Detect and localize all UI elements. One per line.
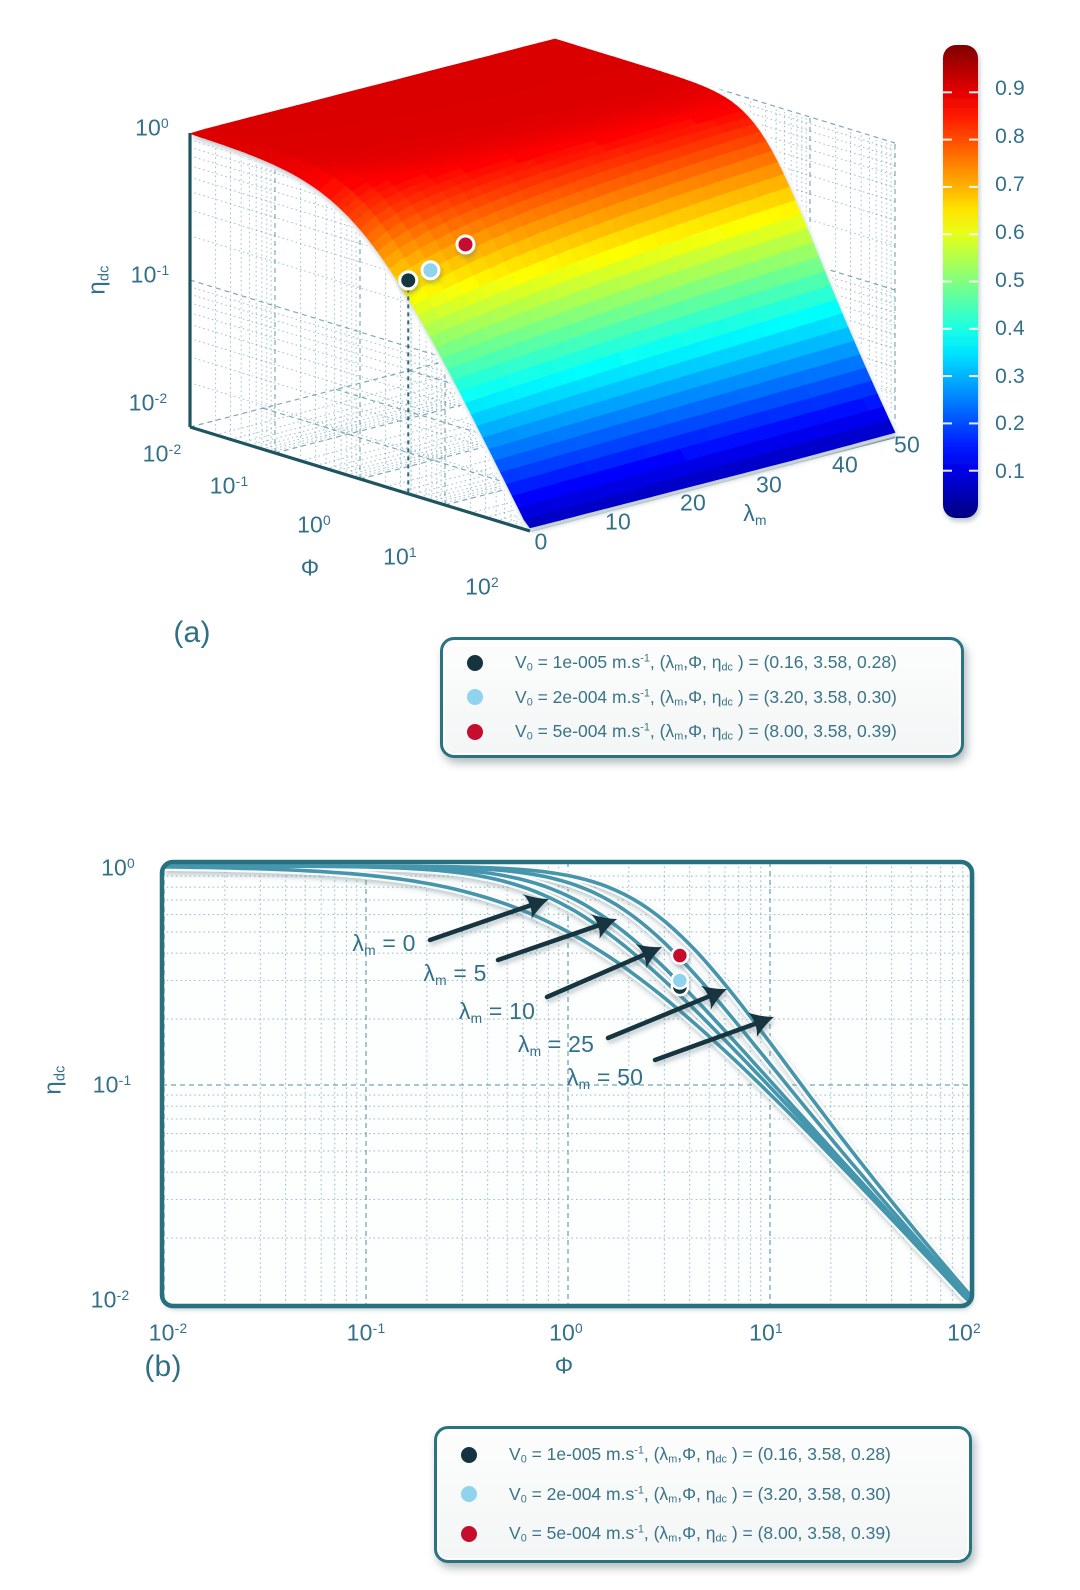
- a-lambda-tick-40: 40: [832, 451, 858, 478]
- legend-b-dot-red: [461, 1526, 477, 1543]
- plot3d-surface-panel: [185, 34, 900, 533]
- a-lambda-tick-0: 0: [534, 528, 548, 555]
- a-eta-tick-2: 10-1: [130, 261, 170, 288]
- arrowhead-icon: [700, 985, 727, 1010]
- b-x-tick-2: 10-1: [346, 1319, 386, 1346]
- b-annotation-lambda-50: λm = 50: [566, 1064, 644, 1092]
- legend-a-row-1: V0 = 1e-005 m.s-1, (λm,Φ, ηdc ) = (0.16,…: [467, 652, 961, 674]
- panel-b-label: (b): [144, 1350, 182, 1383]
- plot2d-curves: [164, 864, 970, 1304]
- curve-lambda-50: [164, 864, 970, 1299]
- colorbar-tick-06: 0.6: [995, 221, 1025, 244]
- b-y-tick-2: 10-1: [92, 1071, 132, 1098]
- colorbar-tick-02: 0.2: [995, 412, 1025, 435]
- a-eta-tick-3: 10-2: [128, 389, 168, 416]
- legend-a-dot-lightblue: [467, 689, 483, 706]
- legend-b-dot-lightblue: [461, 1486, 477, 1503]
- colorbar-tick-03: 0.3: [995, 365, 1025, 388]
- colorbar-tick-09: 0.9: [995, 77, 1025, 100]
- plot2d-marker-1: [670, 971, 690, 990]
- b-x-tick-4: 101: [749, 1319, 783, 1346]
- legend-b-text-1: V0 = 1e-005 m.s-1, (λm,Φ, ηdc ) = (0.16,…: [509, 1443, 891, 1466]
- arrowhead-icon: [747, 1012, 774, 1038]
- phi-axis-line: [189, 425, 531, 533]
- b-y-tick-1: 100: [101, 854, 135, 881]
- a-lambda-tick-30: 30: [756, 471, 782, 498]
- colorbar-tick-07: 0.7: [995, 173, 1025, 196]
- b-annotation-lambda-10: λm = 10: [458, 998, 536, 1026]
- plot2d-marker-2: [670, 946, 690, 965]
- plot2d-markers: [670, 946, 690, 997]
- legend-a-row-3: V0 = 5e-004 m.s-1, (λm,Φ, ηdc ) = (8.00,…: [467, 721, 961, 743]
- legend-b-dot-navy: [461, 1446, 477, 1463]
- surface-markers: [398, 234, 476, 494]
- legend-b-row-2: V0 = 2e-004 m.s-1, (λm,Φ, ηdc ) = (3.20,…: [461, 1483, 969, 1506]
- a-phi-tick-3: 100: [297, 511, 331, 538]
- b-y-axis-label: ηdc: [39, 1065, 69, 1095]
- a-phi-axis-label: Φ: [300, 554, 320, 581]
- a-eta-axis-label: ηdc: [83, 265, 113, 295]
- a-phi-tick-1: 10-2: [142, 440, 182, 467]
- panel-a-label: (a): [173, 616, 211, 649]
- legend-a-row-2: V0 = 2e-004 m.s-1, (λm,Φ, ηdc ) = (3.20,…: [467, 686, 961, 709]
- colorbar-bar: [943, 45, 978, 518]
- b-x-tick-5: 102: [947, 1319, 981, 1346]
- a-phi-tick-2: 10-1: [209, 472, 249, 499]
- colorbar-tick-08: 0.8: [995, 125, 1025, 148]
- arrowhead-icon: [635, 944, 662, 969]
- surface-marker-0: [398, 270, 419, 291]
- annotation-arrows: [427, 894, 774, 1063]
- b-y-tick-3: 10-2: [90, 1286, 130, 1313]
- arrowhead-icon: [523, 894, 549, 919]
- a-lambda-tick-20: 20: [680, 489, 706, 516]
- b-x-axis-label: Φ: [554, 1352, 574, 1379]
- legend-a-dot-red: [467, 723, 483, 740]
- legend-b-text-3: V0 = 5e-004 m.s-1, (λm,Φ, ηdc ) = (8.00,…: [509, 1523, 891, 1545]
- b-x-tick-1: 10-2: [148, 1319, 188, 1346]
- b-annotation-lambda-5: λm = 5: [423, 960, 487, 988]
- arrowhead-icon: [591, 914, 617, 939]
- plot2d-panel: [159, 859, 975, 1309]
- a-lambda-axis-label: λm: [743, 500, 767, 528]
- curve-lambda-0: [164, 865, 970, 1304]
- a-eta-tick-1: 100: [135, 114, 169, 141]
- legend-b-row-1: V0 = 1e-005 m.s-1, (λm,Φ, ηdc ) = (0.16,…: [461, 1444, 969, 1466]
- colorbar: [943, 45, 978, 518]
- legend-b-row-3: V0 = 5e-004 m.s-1, (λm,Φ, ηdc ) = (8.00,…: [461, 1523, 969, 1545]
- legend-a-dot-navy: [467, 655, 483, 672]
- b-annotation-lambda-0: λm = 0: [352, 930, 416, 958]
- legend-a-text-3: V0 = 5e-004 m.s-1, (λm,Φ, ηdc ) = (8.00,…: [515, 720, 897, 743]
- legend-a-text-1: V0 = 1e-005 m.s-1, (λm,Φ, ηdc ) = (0.16,…: [515, 652, 897, 675]
- b-x-tick-3: 100: [549, 1319, 583, 1346]
- legend-b: V0 = 1e-005 m.s-1, (λm,Φ, ηdc ) = (0.16,…: [434, 1426, 972, 1563]
- a-lambda-tick-50: 50: [894, 431, 920, 458]
- legend-b-text-2: V0 = 2e-004 m.s-1, (λm,Φ, ηdc ) = (3.20,…: [509, 1483, 891, 1506]
- surface-mesh: [188, 38, 896, 529]
- b-annotation-lambda-25: λm = 25: [517, 1031, 595, 1059]
- colorbar-tick-04: 0.4: [995, 317, 1025, 340]
- a-phi-tick-5: 102: [465, 573, 499, 600]
- a-lambda-tick-10: 10: [605, 508, 631, 535]
- colorbar-tick-05: 0.5: [995, 269, 1025, 292]
- surface-marker-2: [455, 234, 476, 255]
- legend-a: V0 = 1e-005 m.s-1, (λm,Φ, ηdc ) = (0.16,…: [440, 637, 964, 758]
- a-phi-tick-4: 101: [383, 543, 417, 570]
- surface-marker-1: [420, 260, 441, 281]
- plot2d-frame: [159, 859, 975, 1309]
- legend-a-text-2: V0 = 2e-004 m.s-1, (λm,Φ, ηdc ) = (3.20,…: [515, 686, 897, 709]
- colorbar-tick-01: 0.1: [995, 460, 1025, 483]
